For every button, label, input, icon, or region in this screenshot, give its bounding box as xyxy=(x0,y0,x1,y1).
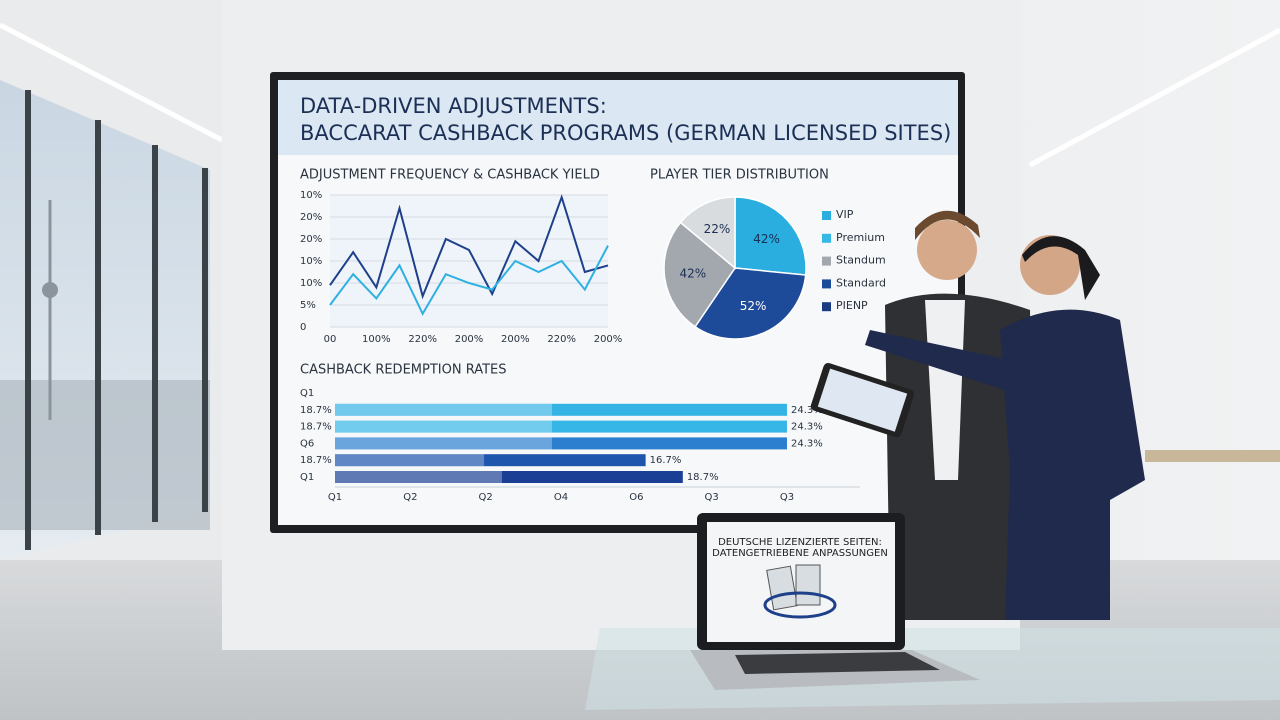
tower-ball xyxy=(42,282,58,298)
y-tick-label: 0 xyxy=(300,322,306,333)
bar xyxy=(335,420,787,433)
slice-label: 42% xyxy=(679,266,706,280)
legend-swatch xyxy=(822,233,831,243)
y-tick-label: 10% xyxy=(300,190,322,201)
bar xyxy=(335,454,646,467)
category-label: 18.7% xyxy=(300,405,332,416)
category-label: 18.7% xyxy=(300,422,332,433)
ceiling-light xyxy=(1028,27,1280,168)
bar xyxy=(335,471,683,483)
category-label: Q1 xyxy=(300,388,314,399)
pie-slice xyxy=(663,221,737,328)
category-label: Q6 xyxy=(300,438,314,449)
pie-slice xyxy=(694,267,807,340)
y-tick-label: 10% xyxy=(300,278,322,289)
line-series xyxy=(329,194,609,300)
bar-highlight xyxy=(335,403,552,416)
ceiling-light xyxy=(0,22,224,143)
laptop-text: DATENGETRIEBENE ANPASSUNGEN xyxy=(712,548,888,559)
y-tick-label: 5% xyxy=(300,300,316,311)
line-series xyxy=(329,245,609,316)
x-axis-label: Q3 xyxy=(780,492,794,503)
x-axis-label: Q1 xyxy=(328,492,342,503)
window-frames xyxy=(25,90,208,550)
x-tick-label: 200% xyxy=(455,334,484,345)
legend-swatch xyxy=(822,302,831,312)
x-tick-label: 200% xyxy=(501,334,530,345)
screen-header xyxy=(278,80,958,155)
pie-slice xyxy=(679,196,736,270)
legend-label: Standum xyxy=(836,254,886,267)
x-tick-label: 220% xyxy=(408,334,437,345)
x-tick-label: 200% xyxy=(594,334,623,345)
bar-value-label: 18.7% xyxy=(687,472,719,483)
bar-highlight xyxy=(335,420,552,433)
pie-slice xyxy=(734,196,807,276)
bar-value-label: 24.3% xyxy=(791,422,823,433)
chart-title: ADJUSTMENT FREQUENCY & CASHBACK YIELD xyxy=(300,168,600,183)
y-tick-label: 20% xyxy=(300,234,322,245)
bar-highlight xyxy=(335,454,485,467)
legend-swatch xyxy=(822,211,831,220)
woman xyxy=(865,235,1145,620)
slice-label: 22% xyxy=(704,222,731,236)
x-tick-label: 220% xyxy=(547,334,576,345)
bar xyxy=(335,403,787,416)
bar-highlight xyxy=(335,471,502,483)
legend-label: Premium xyxy=(836,231,885,244)
bar-value-label: 24.3% xyxy=(791,405,823,416)
x-axis-label: Q2 xyxy=(479,492,493,503)
chart-title: CASHBACK REDEMPTION RATES xyxy=(300,363,507,378)
y-tick-label: 20% xyxy=(300,212,322,223)
x-axis-label: Q2 xyxy=(403,492,417,503)
side-table xyxy=(1145,450,1280,462)
bar-value-label: 24.3% xyxy=(791,438,823,449)
legend-swatch xyxy=(822,256,831,266)
legend-swatch xyxy=(822,279,831,289)
screen-title: BACCARAT CASHBACK PROGRAMS (GERMAN LICEN… xyxy=(300,121,951,145)
bar-highlight xyxy=(335,437,552,450)
chart-title: PLAYER TIER DISTRIBUTION xyxy=(650,168,829,183)
x-axis-label: O4 xyxy=(554,492,568,503)
bar-value-label: 16.7% xyxy=(650,455,682,466)
laptop xyxy=(690,513,980,690)
category-label: Q1 xyxy=(300,472,314,483)
laptop-text: DEUTSCHE LIZENZIERTE SEITEN: xyxy=(718,537,882,548)
screen-title: DATA-DRIVEN ADJUSTMENTS: xyxy=(300,94,607,118)
category-label: 18.7% xyxy=(300,455,332,466)
x-axis-label: Q3 xyxy=(705,492,719,503)
x-axis-label: O6 xyxy=(629,492,643,503)
slice-label: 42% xyxy=(753,232,780,246)
legend-label: Standard xyxy=(836,276,886,289)
slice-label: 52% xyxy=(740,299,767,313)
y-tick-label: 10% xyxy=(300,256,322,267)
legend-label: PIENP xyxy=(836,299,868,312)
x-tick-label: 00 xyxy=(324,334,337,345)
bar xyxy=(335,437,787,450)
legend-label: VIP xyxy=(836,208,854,221)
city xyxy=(0,380,210,530)
x-tick-label: 100% xyxy=(362,334,391,345)
